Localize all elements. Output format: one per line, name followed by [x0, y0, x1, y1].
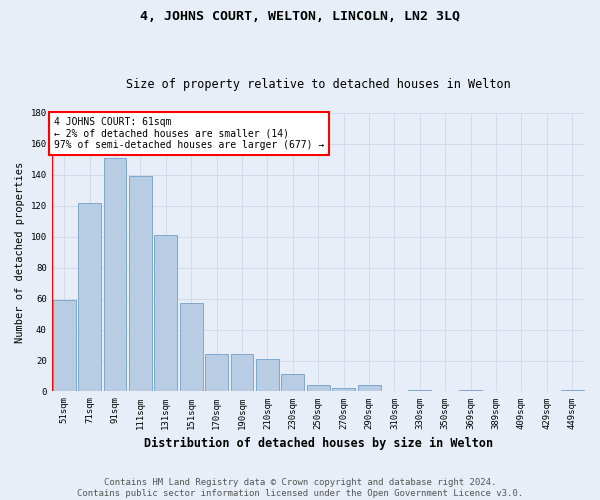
Bar: [307, 386, 330, 392]
Bar: [129, 176, 152, 392]
Text: Contains HM Land Registry data © Crown copyright and database right 2024.
Contai: Contains HM Land Registry data © Crown c…: [77, 478, 523, 498]
Bar: [332, 388, 355, 392]
Bar: [104, 158, 127, 392]
Bar: [205, 354, 228, 392]
Bar: [256, 359, 279, 392]
Bar: [358, 386, 380, 392]
Bar: [281, 374, 304, 392]
Text: 4, JOHNS COURT, WELTON, LINCOLN, LN2 3LQ: 4, JOHNS COURT, WELTON, LINCOLN, LN2 3LQ: [140, 10, 460, 23]
X-axis label: Distribution of detached houses by size in Welton: Distribution of detached houses by size …: [144, 437, 493, 450]
Bar: [78, 202, 101, 392]
Title: Size of property relative to detached houses in Welton: Size of property relative to detached ho…: [126, 78, 511, 91]
Bar: [230, 354, 253, 392]
Bar: [561, 390, 584, 392]
Bar: [154, 235, 177, 392]
Text: 4 JOHNS COURT: 61sqm
← 2% of detached houses are smaller (14)
97% of semi-detach: 4 JOHNS COURT: 61sqm ← 2% of detached ho…: [54, 117, 325, 150]
Y-axis label: Number of detached properties: Number of detached properties: [15, 162, 25, 343]
Bar: [53, 300, 76, 392]
Bar: [409, 390, 431, 392]
Bar: [459, 390, 482, 392]
Bar: [180, 304, 203, 392]
